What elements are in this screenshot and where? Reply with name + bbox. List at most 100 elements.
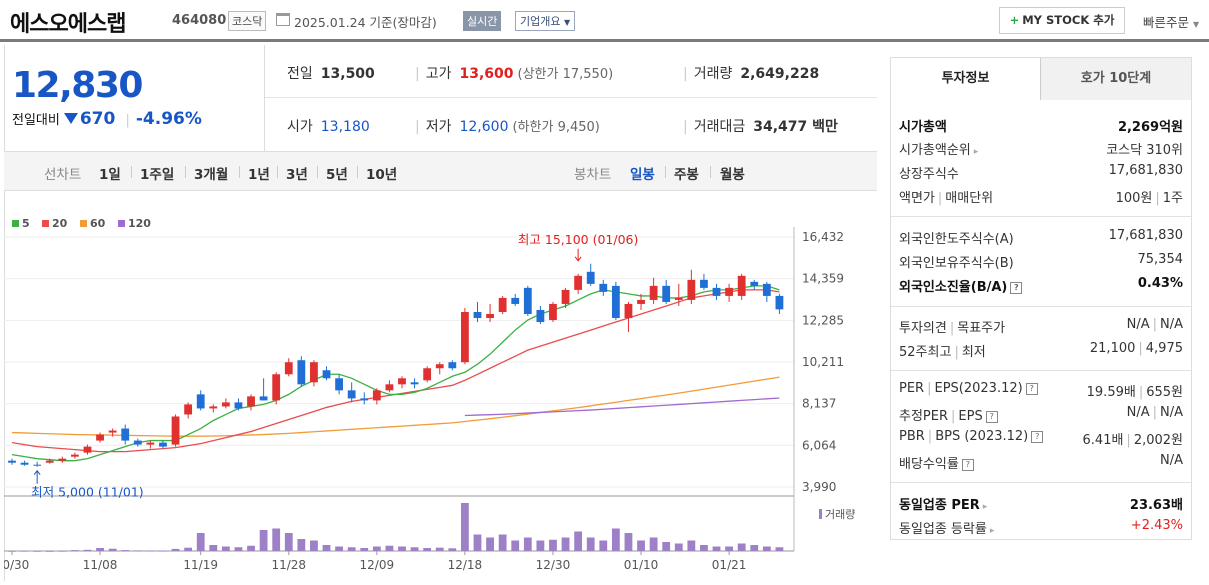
candle-body [511,297,520,304]
candle-body [662,285,671,302]
volume-bar [272,528,281,551]
candle-body [221,402,230,407]
volume-bar [574,531,583,551]
candle-body [637,299,645,304]
period-divider [317,166,318,178]
change-amount: 670 [79,109,116,129]
candle-monthly[interactable]: 월봉 [720,167,745,183]
candle-body [712,287,721,296]
chart-svg[interactable]: 5 20 60 120 16,432 14,359 12,285 10,211 8,137 6,0… [0,191,877,581]
candle-body [347,390,356,399]
stats-panel: 전일 13,500 | 고가 13,600 (상한가 17,550) | 거래량 2,649… [265,45,877,151]
stat-open-value: 13,180 [320,119,370,135]
info-label: 최저 [961,345,986,360]
candle-body [196,394,205,409]
info-row[interactable]: 시가총액순위 ▸ 코스닥 310위 [899,139,1183,161]
help-icon[interactable]: ? [961,459,974,471]
stat-volume-label: 거래량 [693,66,733,82]
candle-body [448,362,457,369]
company-name[interactable]: 에스오에스랩 [10,12,126,37]
volume-bar [385,545,394,551]
info-value: 4,975 [1145,341,1183,356]
candle-daily[interactable]: 일봉 [630,167,655,183]
info-row[interactable]: 동일업종 PER ▸ 23.63배 [899,494,1183,516]
help-icon[interactable]: ? [985,411,998,423]
volume-bar [71,550,79,552]
stat-low-value: 12,600 [459,119,509,135]
period-divider [185,166,186,178]
volume-bar [33,550,42,552]
tab-investment-info[interactable]: 투자정보 [891,58,1041,100]
volume-bar [221,546,230,551]
info-label: 배당수익률 [899,457,959,472]
info-row: 52주최고 | 최저 21,100 | 4,975 [899,341,1183,360]
volume-bar [347,547,356,551]
y-tick-label: 16,432 [802,230,844,244]
period-divider [239,166,240,178]
volume-bar [473,534,482,551]
volume-bar [448,548,457,551]
period-divider [131,166,132,178]
chevron-right-icon: ▸ [989,526,995,536]
info-value: 1주 [1162,191,1183,206]
candle-body [259,396,268,401]
y-tick-label: 12,285 [802,313,844,327]
quick-order-dropdown[interactable]: 빠른주문 ▼ [1143,12,1199,31]
volume-bar [624,533,633,551]
period-1y[interactable]: 1년 [248,167,270,183]
help-icon[interactable]: ? [1031,431,1044,443]
y-tick-label: 14,359 [802,272,844,286]
period-5y[interactable]: 5년 [326,167,348,183]
info-row: PBR | BPS (2023.12)? 6.41배 | 2,002원 [899,429,1183,448]
caret-down-icon: ▼ [563,18,571,27]
stat-amount-value: 34,477 백만 [753,119,838,135]
date-text: 2025.01.24 기준(장마감) [294,15,437,30]
period-3y[interactable]: 3년 [286,167,308,183]
x-tick-label: 12/09 [360,558,395,572]
ma20-line [11,289,780,453]
period-1w[interactable]: 1주일 [140,167,175,183]
ma120-line [464,397,780,417]
candle-body [58,458,67,461]
info-value: 2,269억원 [1117,120,1183,135]
period-3m[interactable]: 3개월 [194,167,229,183]
legend-label: 5 [22,217,30,230]
info-label: 외국인소진율(B/A) [899,280,1008,295]
stat-prev-value: 13,500 [320,66,375,82]
volume-bar [700,545,708,551]
legend-label: 60 [90,217,106,230]
volume-bar [83,549,92,551]
info-label: 목표주가 [957,321,1006,336]
section-divider [891,482,1191,483]
company-info-dropdown[interactable]: 기업개요 ▼ [515,11,576,31]
volume-bar [549,539,557,551]
candle-chart-label: 봉차트 [574,167,612,183]
period-1d[interactable]: 1일 [99,167,121,183]
price-chart[interactable]: 5 20 60 120 16,432 14,359 12,285 10,211 8,137 6,0… [0,191,877,581]
help-icon[interactable]: ? [1010,282,1023,294]
info-row[interactable]: 동일업종 등락률 ▸ +2.43% [899,518,1183,540]
volume-bar [725,546,733,551]
period-bar: 선차트 1일 1주일 3개월 1년 3년 5년 10년 봉차트 일봉 주봉 월봉 [4,151,877,191]
candle-weekly[interactable]: 주봉 [674,167,699,183]
candle-body [461,311,469,363]
quick-order-label: 빠른주문 [1143,15,1190,30]
volume-bar [196,533,205,551]
price-box: 12,830 전일대비 670 | -4.96% [4,45,265,151]
stat-volume-value: 2,649,228 [740,66,820,82]
volume-legend-swatch [819,509,822,519]
help-icon[interactable]: ? [1025,383,1038,395]
chevron-right-icon: ▸ [982,502,988,512]
candle-body [410,382,419,385]
realtime-button[interactable]: 실시간 [463,11,502,31]
info-value: N/A [1126,405,1150,420]
period-divider [277,166,278,178]
candle-body [284,362,293,375]
mystock-add-button[interactable]: + MY STOCK 추가 [999,7,1125,34]
period-divider [710,166,711,178]
volume-bar [435,547,444,551]
period-10y[interactable]: 10년 [366,167,398,183]
volume-bar [133,550,142,552]
tab-hoga[interactable]: 호가 10단계 [1041,58,1191,100]
legend-swatch [80,220,87,227]
